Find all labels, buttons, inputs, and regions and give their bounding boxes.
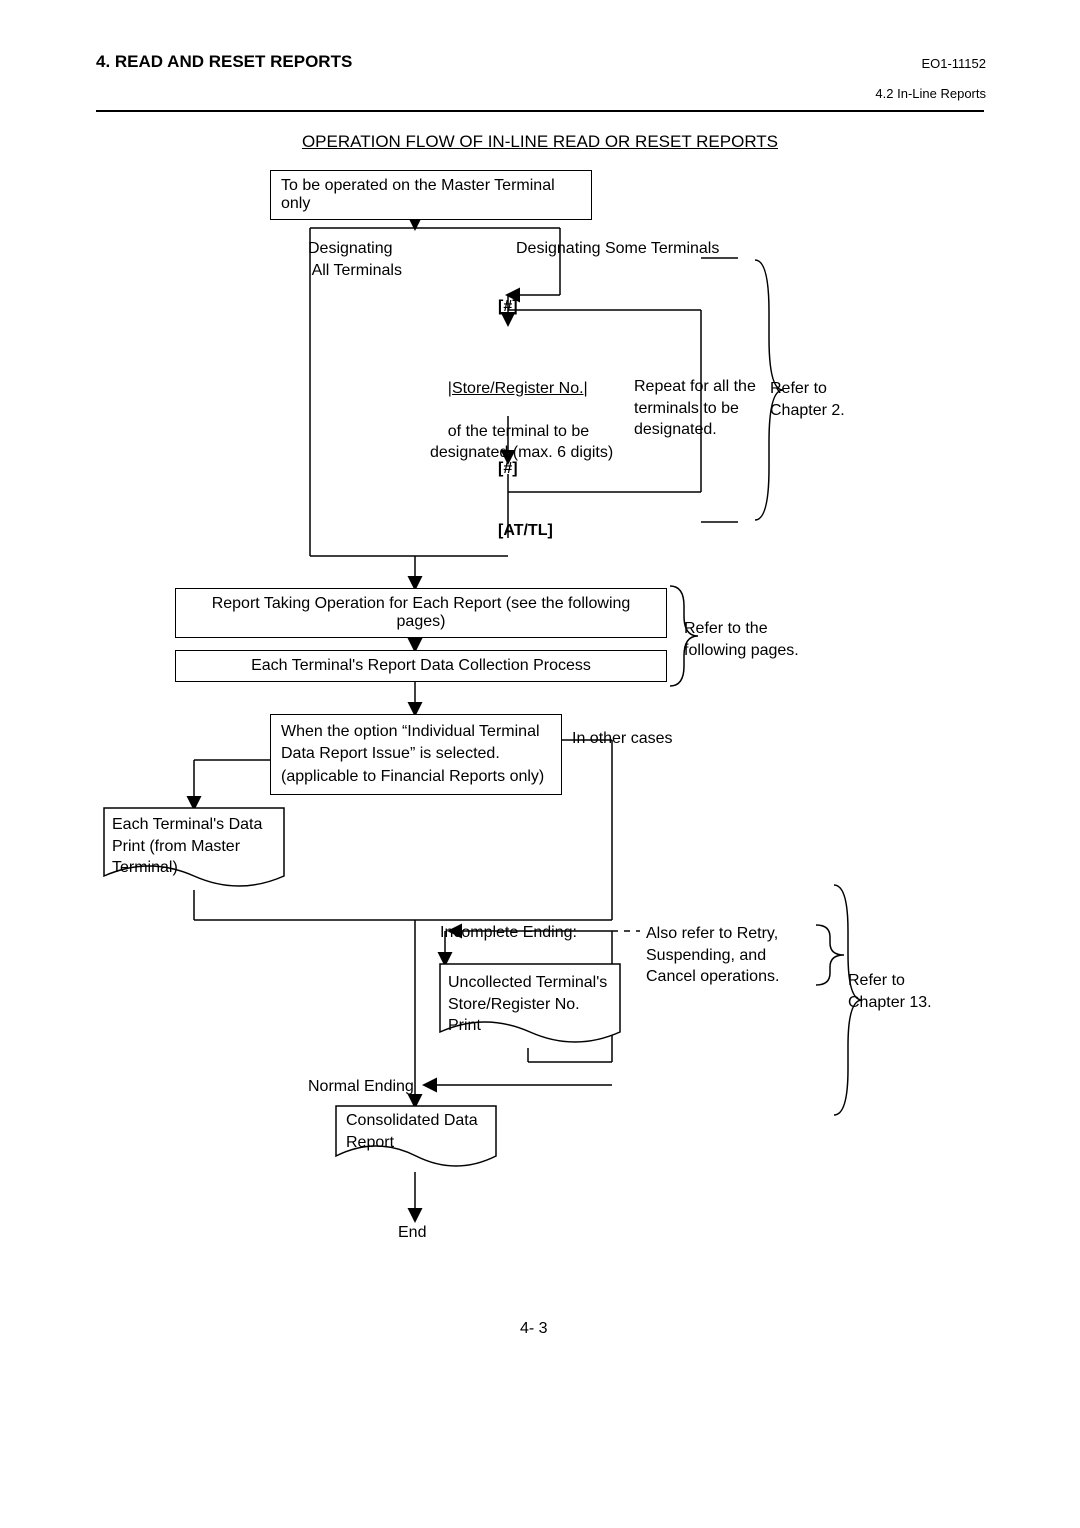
label-normal-ending: Normal Ending: [308, 1076, 414, 1098]
label-hash-2: [#]: [498, 458, 518, 480]
node-decision: When the option “Individual Terminal Dat…: [270, 714, 562, 795]
store-no-underline: |Store/Register No.|: [448, 380, 588, 397]
label-refer-ch2: Refer to Chapter 2.: [770, 378, 845, 421]
node-collection: Each Terminal's Report Data Collection P…: [175, 650, 667, 682]
label-designating-some: Designating Some Terminals: [516, 238, 719, 260]
label-incomplete: Incomplete Ending:: [440, 922, 577, 944]
label-uncollected: Uncollected Terminal's Store/Register No…: [448, 972, 607, 1037]
store-no-rest: of the terminal to bedesignated (max. 6 …: [430, 423, 613, 462]
label-consolidated: Consolidated Data Report: [346, 1110, 478, 1153]
node-store-no: |Store/Register No.| of the terminal to …: [430, 356, 613, 486]
header-rule: [96, 110, 984, 112]
section-title: 4. READ AND RESET REPORTS: [96, 52, 352, 72]
page-number: 4- 3: [520, 1320, 548, 1338]
label-designating-all: Designating All Terminals: [308, 238, 402, 281]
label-also-refer: Also refer to Retry, Suspending, and Can…: [646, 923, 779, 988]
label-at-tl: [AT/TL]: [498, 520, 553, 542]
doc-id: EO1-11152: [921, 56, 986, 71]
page: 4. READ AND RESET REPORTS EO1-11152 4.2 …: [0, 0, 1080, 1528]
node-report-taking: Report Taking Operation for Each Report …: [175, 588, 667, 638]
label-refer-following: Refer to the following pages.: [684, 618, 799, 661]
label-repeat: Repeat for all the terminals to be desig…: [634, 376, 756, 441]
label-refer-ch13: Refer to Chapter 13.: [848, 970, 932, 1013]
label-hash-1: [#]: [498, 296, 518, 318]
node-start: To be operated on the Master Terminal on…: [270, 170, 592, 220]
subheader: 4.2 In-Line Reports: [875, 86, 986, 101]
label-each-term-print: Each Terminal's Data Print (from Master …: [112, 814, 262, 879]
label-end: End: [398, 1222, 426, 1244]
label-in-other: In other cases: [572, 728, 673, 750]
flow-title: OPERATION FLOW OF IN-LINE READ OR RESET …: [270, 132, 810, 152]
